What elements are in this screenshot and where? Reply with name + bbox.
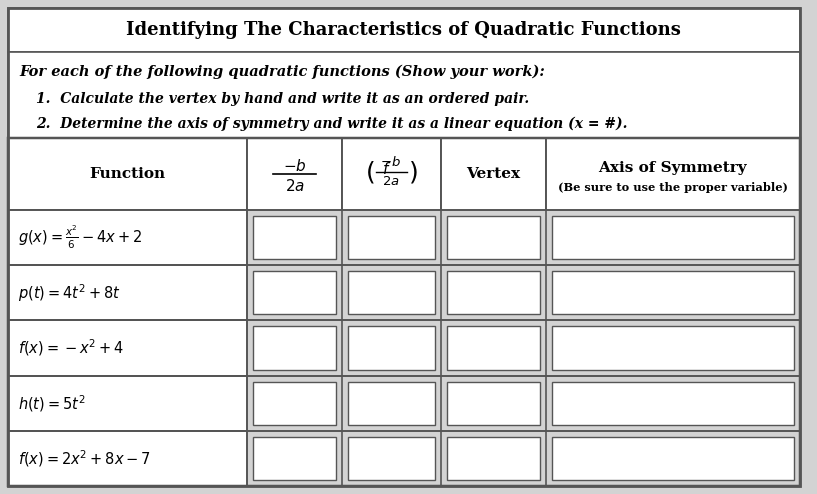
FancyBboxPatch shape xyxy=(441,138,546,210)
Text: $($: $($ xyxy=(365,159,375,185)
FancyBboxPatch shape xyxy=(348,271,435,314)
FancyBboxPatch shape xyxy=(551,437,794,480)
FancyBboxPatch shape xyxy=(253,437,336,480)
FancyBboxPatch shape xyxy=(447,216,540,259)
FancyBboxPatch shape xyxy=(253,381,336,425)
Text: $-b$: $-b$ xyxy=(380,155,401,169)
FancyBboxPatch shape xyxy=(447,271,540,314)
Text: $f(x) = -x^2 + 4$: $f(x) = -x^2 + 4$ xyxy=(18,338,123,358)
FancyBboxPatch shape xyxy=(8,8,800,52)
FancyBboxPatch shape xyxy=(8,431,248,486)
Text: For each of the following quadratic functions (Show your work):: For each of the following quadratic func… xyxy=(20,65,546,80)
Text: $g(x) = \frac{x^2}{6} - 4x + 2$: $g(x) = \frac{x^2}{6} - 4x + 2$ xyxy=(18,224,142,251)
Text: $p(t) = 4t^2 + 8t$: $p(t) = 4t^2 + 8t$ xyxy=(18,282,121,304)
FancyBboxPatch shape xyxy=(551,381,794,425)
FancyBboxPatch shape xyxy=(447,381,540,425)
Text: $h(t) = 5t^2$: $h(t) = 5t^2$ xyxy=(18,393,86,413)
FancyBboxPatch shape xyxy=(551,216,794,259)
Text: $f$: $f$ xyxy=(382,161,391,177)
FancyBboxPatch shape xyxy=(253,327,336,370)
Text: 1.  Calculate the vertex by hand and write it as an ordered pair.: 1. Calculate the vertex by hand and writ… xyxy=(36,92,529,106)
FancyBboxPatch shape xyxy=(8,210,248,265)
FancyBboxPatch shape xyxy=(447,327,540,370)
FancyBboxPatch shape xyxy=(348,381,435,425)
Text: $2a$: $2a$ xyxy=(382,175,400,189)
Text: $2a$: $2a$ xyxy=(284,178,305,194)
FancyBboxPatch shape xyxy=(348,327,435,370)
FancyBboxPatch shape xyxy=(253,271,336,314)
FancyBboxPatch shape xyxy=(8,52,800,138)
FancyBboxPatch shape xyxy=(8,265,248,321)
Text: (Be sure to use the proper variable): (Be sure to use the proper variable) xyxy=(558,182,788,194)
FancyBboxPatch shape xyxy=(551,327,794,370)
FancyBboxPatch shape xyxy=(551,271,794,314)
Text: Axis of Symmetry: Axis of Symmetry xyxy=(599,161,747,175)
FancyBboxPatch shape xyxy=(546,138,800,210)
Text: Identifying The Characteristics of Quadratic Functions: Identifying The Characteristics of Quadr… xyxy=(127,21,681,39)
FancyBboxPatch shape xyxy=(447,437,540,480)
FancyBboxPatch shape xyxy=(253,216,336,259)
FancyBboxPatch shape xyxy=(248,138,342,210)
FancyBboxPatch shape xyxy=(348,216,435,259)
Text: $f(x) = 2x^2 + 8x - 7$: $f(x) = 2x^2 + 8x - 7$ xyxy=(18,448,150,469)
Text: Vertex: Vertex xyxy=(467,167,520,181)
FancyBboxPatch shape xyxy=(8,321,248,375)
Text: Function: Function xyxy=(90,167,166,181)
FancyBboxPatch shape xyxy=(8,138,248,210)
FancyBboxPatch shape xyxy=(348,437,435,480)
Text: $-b$: $-b$ xyxy=(283,158,306,174)
FancyBboxPatch shape xyxy=(8,375,248,431)
Text: 2.  Determine the axis of symmetry and write it as a linear equation (x = #).: 2. Determine the axis of symmetry and wr… xyxy=(36,117,627,131)
Text: $)$: $)$ xyxy=(408,159,418,185)
FancyBboxPatch shape xyxy=(342,138,441,210)
